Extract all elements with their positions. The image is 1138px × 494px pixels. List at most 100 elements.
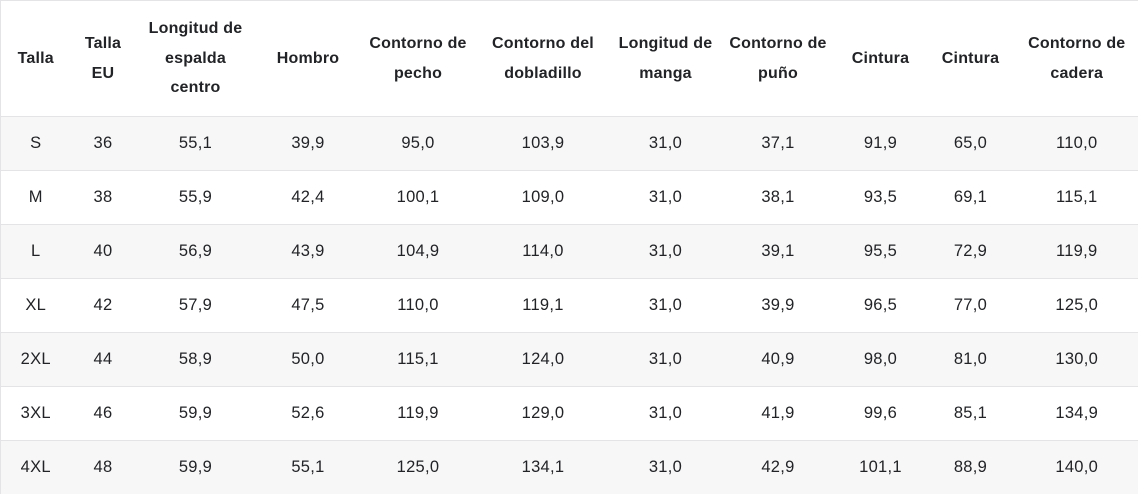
measurement-cell-contorno-puno: 38,1 [720,170,836,225]
measurement-cell-talla-eu: 38 [70,170,136,225]
measurement-cell-talla-eu: 42 [70,278,136,333]
measurement-cell-contorno-puno: 40,9 [720,332,836,387]
size-chart-header: Talla Talla EU Longitud de espalda centro H… [0,0,1138,117]
measurement-cell-contorno-cadera: 110,0 [1015,116,1138,171]
measurement-cell-longitud-espalda: 57,9 [135,278,256,333]
measurement-cell-contorno-cadera: 140,0 [1055,458,1099,476]
measurement-cell-contorno-cadera: 134,9 [1015,386,1138,441]
size-row-l: L 40 56,9 43,9 104,9 114,0 31,0 39,1 95,5 72,9 119… [0,224,1138,279]
measurement-cell-cintura-1: 99,6 [835,386,926,441]
size-label: 2XL [0,332,71,387]
measurement-cell-contorno-pecho: 95,0 [360,116,476,171]
measurement-cell-longitud-manga: 31,0 [610,332,721,387]
measurement-cell-longitud-manga: 31,0 [610,116,721,171]
column-header-contorno-dobladillo: Contorno del dobladillo [475,0,611,117]
size-label: S [0,116,71,171]
column-header-cintura-2: Cintura [925,0,1016,117]
measurement-cell-hombro: 47,5 [255,278,361,333]
measurement-cell-contorno-dobladillo: 134,1 [521,458,565,476]
size-label: M [0,170,71,225]
measurement-cell-contorno-cadera: 130,0 [1015,332,1138,387]
measurement-cell-hombro: 39,9 [255,116,361,171]
measurement-cell-contorno-puno: 41,9 [720,386,836,441]
measurement-cell-contorno-dobladillo: 103,9 [475,116,611,171]
measurement-cell-contorno-puno: 39,9 [720,278,836,333]
measurement-cell-contorno-dobladillo: 124,0 [475,332,611,387]
measurement-cell-cintura-2: 65,0 [925,116,1016,171]
column-header-longitud-manga: Longitud de manga [610,0,721,117]
size-row-xl: XL 42 57,9 47,5 110,0 119,1 31,0 39,9 96,5 77,0 12… [0,278,1138,333]
measurement-cell-contorno-pecho: 119,9 [360,386,476,441]
size-label: XL [0,278,71,333]
measurement-cell-cintura-2: 88,9 [953,458,988,476]
measurement-cell-longitud-manga: 31,0 [610,278,721,333]
measurement-cell-cintura-2: 85,1 [925,386,1016,441]
measurement-cell-contorno-cadera: 125,0 [1015,278,1138,333]
measurement-cell-cintura-1: 101,1 [859,458,902,476]
column-header-hombro: Hombro [255,0,361,117]
measurement-cell-talla-eu: 44 [70,332,136,387]
measurement-cell-contorno-pecho: 104,9 [360,224,476,279]
measurement-cell-hombro: 52,6 [255,386,361,441]
column-header-cintura-1: Cintura [835,0,926,117]
measurement-cell-cintura-2: 77,0 [925,278,1016,333]
measurement-cell-cintura-2: 69,1 [925,170,1016,225]
measurement-cell-contorno-cadera: 115,1 [1015,170,1138,225]
measurement-cell-contorno-dobladillo: 114,0 [475,224,611,279]
measurement-cell-contorno-cadera: 119,9 [1015,224,1138,279]
measurement-cell-hombro: 42,4 [255,170,361,225]
measurement-cell-longitud-espalda: 59,9 [135,386,256,441]
measurement-cell-contorno-dobladillo: 109,0 [475,170,611,225]
size-row-2xl: 2XL 44 58,9 50,0 115,1 124,0 31,0 40,9 98,0 81,0 1… [0,332,1138,387]
size-row-4xl: 4XL 48 59,9 55,1 125,0 134,1 31,0 42,9 101,1 88,9… [0,440,1138,494]
size-row-3xl: 3XL 46 59,9 52,6 119,9 129,0 31,0 41,9 99,6 85,1 1… [0,386,1138,441]
measurement-cell-longitud-manga: 31,0 [610,224,721,279]
measurement-cell-contorno-puno: 37,1 [720,116,836,171]
header-row: Talla Talla EU Longitud de espalda centro H… [0,0,1138,117]
size-row-s: S 36 55,1 39,9 95,0 103,9 31,0 37,1 91,9 65,0 110,… [0,116,1138,171]
measurement-cell-hombro: 50,0 [255,332,361,387]
measurement-cell-talla-eu: 48 [93,458,113,476]
measurement-cell-longitud-espalda: 55,1 [135,116,256,171]
size-chart-body: S 36 55,1 39,9 95,0 103,9 31,0 37,1 91,9 65,0 110,… [0,116,1138,494]
measurement-cell-longitud-espalda: 58,9 [135,332,256,387]
measurement-cell-longitud-manga: 31,0 [610,170,721,225]
measurement-cell-contorno-puno: 39,1 [720,224,836,279]
measurement-cell-cintura-2: 72,9 [925,224,1016,279]
measurement-cell-talla-eu: 36 [70,116,136,171]
measurement-cell-cintura-1: 98,0 [835,332,926,387]
measurement-cell-cintura-2: 81,0 [925,332,1016,387]
measurement-cell-contorno-dobladillo: 119,1 [475,278,611,333]
measurement-cell-longitud-espalda: 59,9 [178,458,213,476]
column-header-contorno-pecho: Contorno de pecho [360,0,476,117]
size-label: 4XL [20,458,51,476]
size-row-m: M 38 55,9 42,4 100,1 109,0 31,0 38,1 93,5 69,1 115… [0,170,1138,225]
measurement-cell-talla-eu: 40 [70,224,136,279]
measurement-cell-cintura-1: 96,5 [835,278,926,333]
measurement-cell-cintura-1: 91,9 [835,116,926,171]
size-label: L [0,224,71,279]
column-header-contorno-cadera: Contorno de cadera [1015,0,1138,117]
measurement-cell-longitud-espalda: 56,9 [135,224,256,279]
measurement-cell-contorno-puno: 42,9 [761,458,795,476]
measurement-cell-contorno-pecho: 125,0 [396,458,440,476]
measurement-cell-talla-eu: 46 [70,386,136,441]
measurement-cell-longitud-espalda: 55,9 [135,170,256,225]
measurement-cell-contorno-dobladillo: 129,0 [475,386,611,441]
column-header-talla-eu: Talla EU [70,0,136,117]
measurement-cell-contorno-pecho: 110,0 [360,278,476,333]
measurement-cell-hombro: 43,9 [255,224,361,279]
column-header-contorno-puno: Contorno de puño [720,0,836,117]
measurement-cell-longitud-manga: 31,0 [648,458,683,476]
measurement-cell-hombro: 55,1 [291,458,325,476]
measurement-cell-contorno-pecho: 115,1 [360,332,476,387]
measurement-cell-cintura-1: 95,5 [835,224,926,279]
column-header-longitud-espalda: Longitud de espalda centro [135,0,256,117]
measurement-cell-longitud-manga: 31,0 [610,386,721,441]
column-header-talla: Talla [0,0,71,117]
measurement-cell-contorno-pecho: 100,1 [360,170,476,225]
measurement-cell-cintura-1: 93,5 [835,170,926,225]
size-label: 3XL [0,386,71,441]
